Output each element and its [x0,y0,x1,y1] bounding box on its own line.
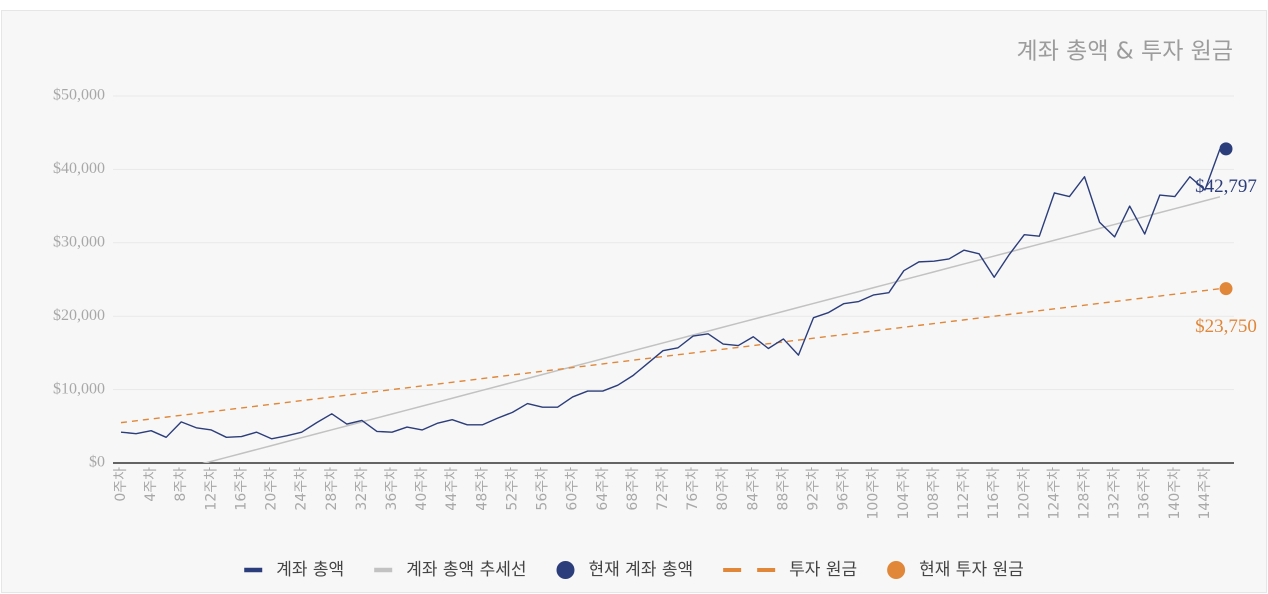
legend-label: 계좌 총액 추세선 [406,560,526,580]
x-tick-label: 100주차 [866,467,882,520]
x-tick-label: 120주차 [1016,467,1032,520]
plot-area [120,148,1221,463]
legend-label: 투자 원금 [789,560,857,580]
legend-item: 현재 계좌 총액 [556,560,693,580]
legend-item: 계좌 총액 추세선 [374,560,526,580]
legend-symbol [556,561,575,579]
x-tick-label: 44주차 [444,467,460,511]
point [1219,282,1233,296]
x-tick-label: 84주차 [745,467,761,511]
x-tick-label: 132주차 [1107,467,1123,520]
legend-label: 현재 계좌 총액 [588,560,693,580]
x-tick-label: 64주차 [595,467,611,511]
x-tick-label: 80주차 [715,467,731,511]
y-tick-label: $50,000 [53,87,105,104]
y-tick-label: $10,000 [53,380,105,397]
y-tick-label: $40,000 [53,160,105,177]
x-tick-label: 0주차 [113,467,129,502]
x-tick-label: 144주차 [1197,467,1213,520]
legend: 계좌 총액 계좌 총액 추세선 현재 계좌 총액 투자 원금 현재 투자 원금 [244,560,1024,580]
legend-item: 투자 원금 [723,560,857,580]
x-tick-label: 124주차 [1046,467,1062,520]
x-tick-label: 36주차 [384,467,400,511]
dashed-line [120,287,1221,424]
point [1219,142,1233,156]
value-label: $42,797 [1195,176,1257,197]
legend-label: 현재 투자 원금 [919,560,1024,580]
x-tick-label: 56주차 [535,467,551,511]
line [120,148,1221,440]
value-label: $23,750 [1195,316,1257,337]
x-tick-label: 140주차 [1167,467,1183,520]
x-tick-label: 112주차 [956,467,972,520]
legend-item: 계좌 총액 [244,560,344,580]
x-tick-label: 76주차 [685,467,701,511]
x-tick-label: 104주차 [896,467,912,520]
x-tick-label: 28주차 [324,467,340,511]
x-tick-label: 72주차 [655,467,671,511]
x-tick-label: 12주차 [203,467,219,511]
legend-label: 계좌 총액 [276,560,344,580]
x-tick-label: 20주차 [264,467,280,511]
x-tick-label: 4주차 [143,467,159,502]
legend-symbol [887,561,906,579]
x-tick-label: 32주차 [354,467,370,511]
legend-item: 현재 투자 원금 [887,560,1024,580]
x-tick-label: 8주차 [173,467,189,502]
x-tick-label: 24주차 [294,467,310,511]
chart-title: 계좌 총액 & 투자 원금 [1017,39,1233,65]
y-tick-label: $0 [89,454,105,471]
x-tick-label: 88주차 [775,467,791,511]
y-tick-label: $30,000 [53,233,105,250]
x-tick-label: 116주차 [986,467,1002,520]
x-tick-label: 40주차 [414,467,430,511]
x-tick-label: 136주차 [1137,467,1153,520]
x-tick-label: 96주차 [836,467,852,511]
x-tick-label: 128주차 [1077,467,1093,520]
x-tick-label: 16주차 [233,467,249,511]
x-tick-label: 48주차 [474,467,490,511]
x-tick-label: 60주차 [565,467,581,511]
x-tick-label: 108주차 [926,467,942,520]
chart-frame [1,10,1267,593]
x-tick-label: 68주차 [625,467,641,511]
x-tick-label: 52주차 [504,467,520,511]
y-tick-label: $20,000 [53,307,105,324]
line [202,196,1221,463]
x-tick-label: 92주차 [806,467,822,511]
